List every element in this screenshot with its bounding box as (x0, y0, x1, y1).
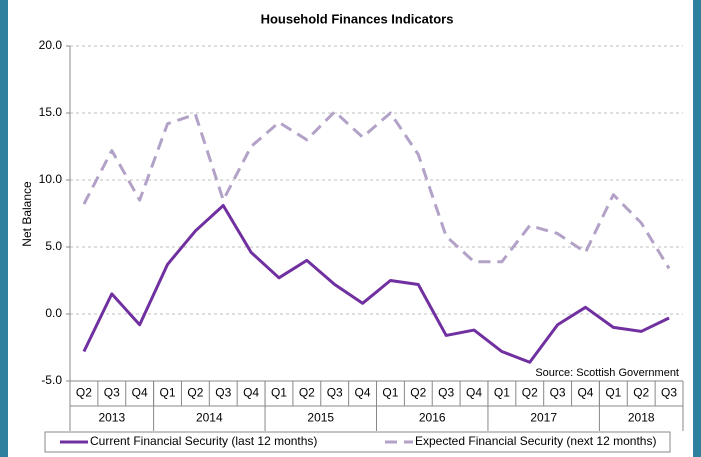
y-axis-label: Net Balance (20, 181, 34, 247)
y-tick-label: 10.0 (39, 172, 63, 186)
group-label: 2013 (98, 411, 125, 425)
annotation: Source: Scottish Government (535, 367, 679, 379)
group-label: 2017 (530, 411, 557, 425)
legend-label: Current Financial Security (last 12 mont… (90, 434, 317, 448)
group-label: 2016 (419, 411, 446, 425)
y-tick-label: -5.0 (41, 373, 62, 387)
x-tick-label: Q4 (577, 386, 593, 400)
legend-box (44, 431, 671, 453)
x-tick-label: Q2 (633, 386, 649, 400)
group-label: 2014 (196, 411, 223, 425)
x-tick-label: Q1 (271, 386, 287, 400)
x-tick-label: Q3 (550, 386, 566, 400)
x-tick-label: Q3 (438, 386, 454, 400)
x-tick-label: Q2 (76, 386, 92, 400)
chart-title: Household Finances Indicators (261, 11, 454, 26)
group-label: 2018 (628, 411, 655, 425)
group-label: 2015 (307, 411, 334, 425)
y-tick-label: 0.0 (45, 306, 62, 320)
x-tick-label: Q3 (661, 386, 677, 400)
x-tick-label: Q1 (605, 386, 621, 400)
x-tick-label: Q1 (160, 386, 176, 400)
x-tick-label: Q3 (104, 386, 120, 400)
x-tick-label: Q4 (466, 386, 482, 400)
line-series (82, 110, 671, 270)
x-tick-label: Q2 (187, 386, 203, 400)
x-tick-label: Q3 (327, 386, 343, 400)
y-tick-label: 15.0 (39, 105, 63, 119)
x-tick-label: Q3 (215, 386, 231, 400)
x-tick-label: Q4 (355, 386, 371, 400)
line-series (82, 203, 670, 364)
x-tick-label: Q4 (132, 386, 148, 400)
legend-label: Expected Financial Security (next 12 mon… (415, 434, 656, 448)
y-tick-label: 5.0 (45, 239, 62, 253)
x-tick-label: Q4 (243, 386, 259, 400)
x-tick-label: Q2 (299, 386, 315, 400)
x-tick-label: Q1 (494, 386, 510, 400)
x-tick-label: Q2 (410, 386, 426, 400)
x-tick-label: Q2 (522, 386, 538, 400)
y-tick-label: 20.0 (39, 38, 63, 52)
x-tick-label: Q1 (382, 386, 398, 400)
